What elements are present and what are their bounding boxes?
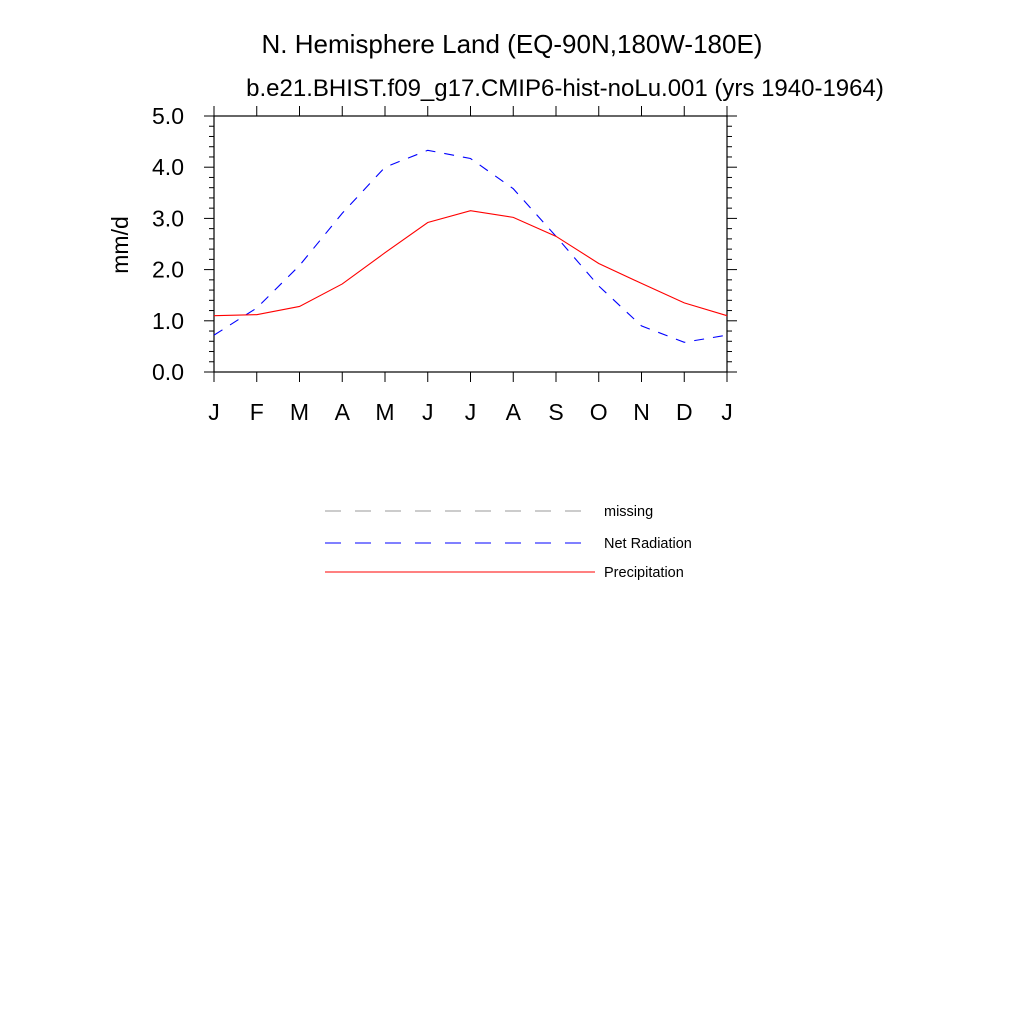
y-tick-label: 1.0 — [152, 308, 184, 334]
y-tick-label: 5.0 — [152, 103, 184, 129]
y-tick-label: 4.0 — [152, 154, 184, 180]
series-lines — [213, 149, 728, 343]
x-tick-label: J — [465, 399, 477, 425]
x-tick-label: J — [721, 399, 733, 425]
y-tick-label: 3.0 — [152, 205, 184, 231]
x-tick-label: M — [375, 399, 394, 425]
x-tick-label: M — [290, 399, 309, 425]
chart-subtitle: b.e21.BHIST.f09_g17.CMIP6-hist-noLu.001 … — [246, 75, 884, 102]
y-tick-label: 0.0 — [152, 359, 184, 385]
x-tick-label: A — [335, 399, 351, 425]
y-tick-labels: 0.0 1.0 2.0 3.0 4.0 5.0 — [152, 103, 184, 385]
x-tick-label: J — [208, 399, 220, 425]
y-axis-label: mm/d — [107, 216, 133, 274]
legend-label-net-radiation: Net Radiation — [604, 536, 692, 552]
x-tick-label: A — [506, 399, 522, 425]
series-line-precipitation — [213, 210, 728, 317]
x-tick-label: N — [633, 399, 650, 425]
axis-ticks — [204, 106, 737, 382]
x-tick-label: F — [250, 399, 264, 425]
chart-title: N. Hemisphere Land (EQ-90N,180W-180E) — [262, 29, 763, 59]
plot-frame — [213, 115, 728, 373]
series-line-net-radiation — [213, 149, 728, 343]
x-tick-label: O — [590, 399, 608, 425]
y-tick-label: 2.0 — [152, 257, 184, 283]
x-tick-label: J — [422, 399, 434, 425]
legend: missing Net Radiation Precipitation — [325, 504, 692, 581]
x-tick-label: D — [676, 399, 693, 425]
x-tick-label: S — [548, 399, 563, 425]
legend-label-missing: missing — [604, 504, 653, 520]
legend-label-precipitation: Precipitation — [604, 565, 684, 581]
